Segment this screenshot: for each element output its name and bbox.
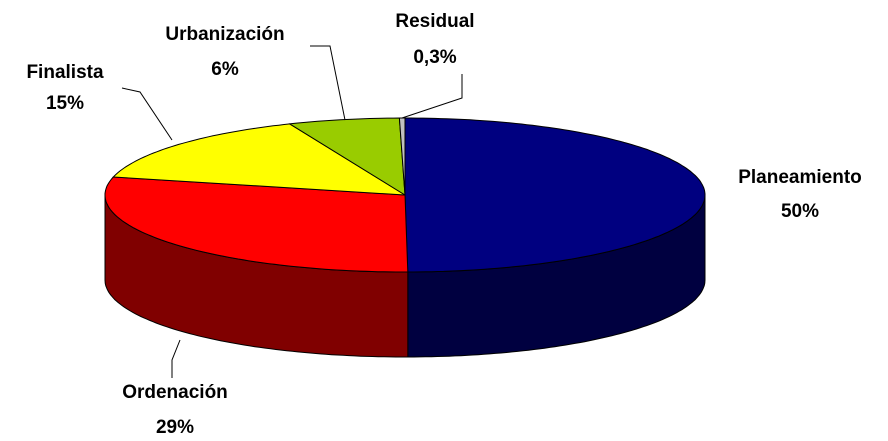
slice-label: Planeamiento [738, 167, 862, 188]
slice-value: 29% [156, 417, 194, 438]
slice-value: 15% [46, 93, 84, 114]
leader-line [401, 74, 463, 119]
slice-label: Finalista [26, 62, 104, 83]
slice [288, 117, 406, 196]
leader-line [171, 339, 181, 378]
leader-line [310, 45, 346, 121]
slice-label: Residual [395, 11, 474, 32]
slice-value: 50% [781, 201, 819, 222]
slice-value: 6% [211, 59, 239, 80]
slice [112, 123, 406, 196]
pie [104, 117, 706, 358]
leader-line [121, 87, 173, 141]
slice-label: Urbanización [165, 24, 284, 45]
slice [104, 176, 409, 273]
slice-value: 0,3% [413, 47, 456, 68]
slice [404, 117, 706, 273]
slice-label: Ordenación [122, 382, 228, 403]
